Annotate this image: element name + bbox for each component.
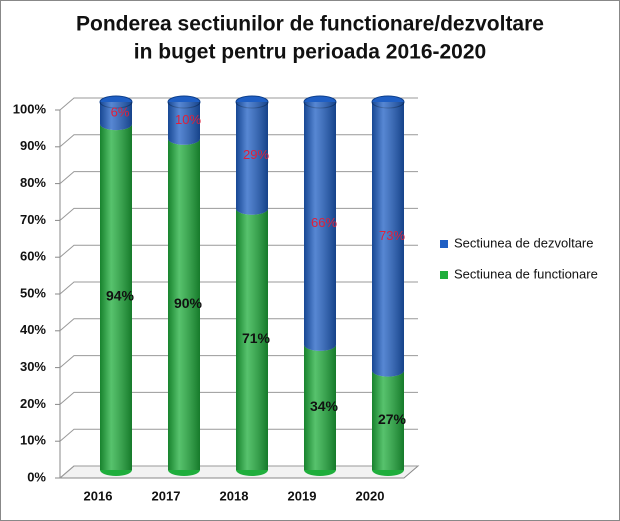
legend-label: Sectiunea de dezvoltare: [454, 235, 593, 250]
x-tick-label: 2018: [220, 488, 249, 503]
y-tick-label: 40%: [20, 322, 46, 337]
y-tick-label: 90%: [20, 138, 46, 153]
chart-title: in buget pentru perioada 2016-2020: [134, 41, 486, 64]
data-label: 71%: [242, 330, 271, 346]
y-tick-label: 80%: [20, 175, 46, 190]
chart-title: Ponderea sectiunilor de functionare/dezv…: [76, 13, 544, 36]
data-label: 73%: [379, 228, 405, 243]
cylinder-cap: [371, 95, 405, 109]
grid-line: [59, 171, 418, 184]
x-tick-label: 2017: [152, 488, 181, 503]
data-label: 66%: [311, 215, 337, 230]
grid-line: [59, 207, 418, 221]
grid-line: [59, 318, 418, 332]
data-label: 34%: [310, 398, 339, 414]
x-tick-label: 2020: [356, 488, 385, 503]
legend-swatch: [440, 271, 448, 279]
data-label: 6%: [111, 104, 130, 119]
x-tick-label: 2016: [84, 488, 113, 503]
y-tick-label: 10%: [20, 433, 46, 448]
data-label: 29%: [243, 147, 269, 162]
y-tick-label: 70%: [20, 212, 46, 227]
grid-line: [59, 97, 418, 111]
cylinder-cap: [167, 95, 201, 109]
grid-line: [59, 391, 418, 405]
data-label: 90%: [174, 295, 203, 311]
y-tick-label: 30%: [20, 359, 46, 374]
data-label: 94%: [106, 288, 135, 304]
grid-line: [59, 134, 418, 148]
data-label: 10%: [175, 112, 201, 127]
cylinder-cap: [303, 95, 337, 109]
y-tick-label: 20%: [20, 396, 46, 411]
legend-label: Sectiunea de functionare: [454, 266, 598, 281]
legend-swatch: [440, 240, 448, 248]
grid-line: [59, 428, 418, 442]
grid-line: [59, 355, 418, 368]
grid-line: [59, 244, 418, 258]
y-tick-label: 0%: [27, 469, 46, 484]
y-tick-label: 100%: [13, 101, 47, 116]
cylinder-cap: [235, 95, 269, 109]
y-tick-label: 60%: [20, 249, 46, 264]
y-tick-label: 50%: [20, 285, 46, 300]
grid-line: [59, 281, 418, 295]
grid-line: [59, 465, 418, 479]
data-label: 27%: [378, 411, 407, 427]
x-tick-label: 2019: [288, 488, 317, 503]
